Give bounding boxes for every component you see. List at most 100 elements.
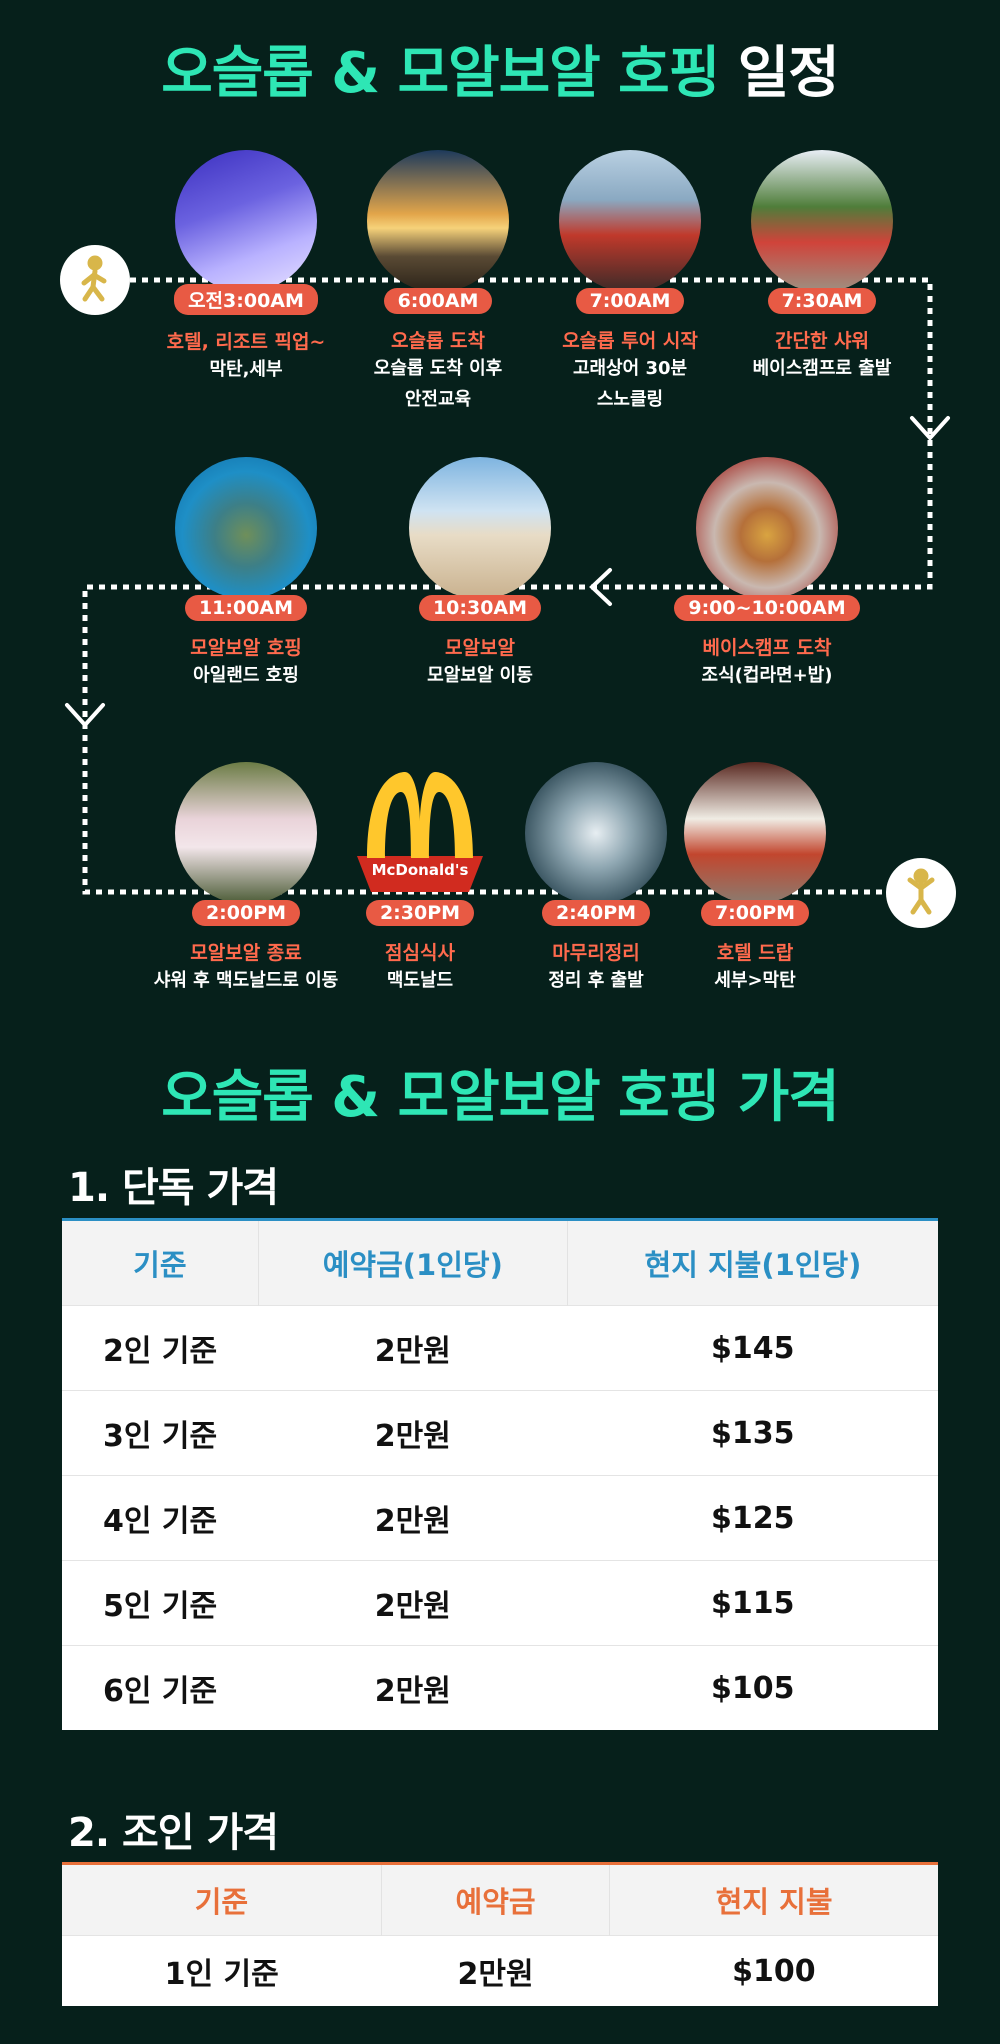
arrow-down-icon	[65, 703, 105, 728]
schedule-stop: 7:00AM 오슬롭 투어 시작 고래상어 30분 스노클링	[530, 150, 730, 415]
table-row: 1인 기준 2만원 $100	[62, 1935, 938, 2006]
time-pill: 11:00AM	[184, 595, 308, 621]
column-header: 예약금	[381, 1863, 611, 1936]
stop-title: 베이스캠프 도착	[702, 637, 832, 659]
table-cell: 1인 기준	[62, 1935, 382, 2006]
table-cell: $145	[567, 1305, 938, 1391]
sneakers-photo	[175, 762, 317, 904]
join-price-table: 기준 예약금 현지 지불 1인 기준 2만원 $100	[62, 1862, 938, 2006]
table-cell: 2인 기준	[62, 1305, 259, 1391]
schedule-stop: 7:30AM 간단한 샤워 베이스캠프로 출발	[722, 150, 922, 384]
time-pill: 2:40PM	[541, 900, 651, 926]
column-header: 현지 지불(1인당)	[567, 1219, 938, 1306]
schedule-stop: 2:40PM 마무리정리 정리 후 출발	[496, 762, 696, 996]
table-row: 4인 기준 2만원 $125	[62, 1475, 938, 1561]
stop-title: 마무리정리	[552, 942, 640, 964]
stop-title: 점심식사	[385, 942, 455, 964]
table-cell: $125	[567, 1475, 938, 1561]
stop-description: 막탄,세부	[209, 359, 283, 380]
table-cell: 5인 기준	[62, 1560, 259, 1646]
schedule-stop: 11:00AM 모알보알 호핑 아일랜드 호핑	[146, 457, 346, 691]
time-pill: 오전3:00AM	[174, 284, 318, 315]
table-cell: $135	[567, 1390, 938, 1476]
schedule-stop: McDonald's 2:30PM 점심식사 맥도날드	[320, 762, 520, 996]
column-header: 예약금(1인당)	[258, 1219, 568, 1306]
stop-description: 정리 후 출발	[548, 970, 644, 991]
table-cell: $100	[609, 1935, 938, 2006]
stop-description: 모알보알 이동	[427, 665, 533, 686]
join-price-heading: 2. 조인 가격	[68, 1810, 279, 1856]
mcdonalds-logo: McDonald's	[349, 762, 491, 904]
mcdonalds-arches-icon	[357, 772, 483, 892]
table-cell: 2만원	[258, 1645, 568, 1730]
stop-title: 호텔 드랍	[716, 942, 794, 964]
schedule-stop: 6:00AM 오슬롭 도착 오슬롭 도착 이후 안전교육	[338, 150, 538, 415]
table-row: 2인 기준 2만원 $145	[62, 1305, 938, 1391]
schedule-stop: 9:00~10:00AM 베이스캠프 도착 조식(컵라면+밥)	[667, 457, 867, 691]
time-pill: 10:30AM	[418, 595, 542, 621]
table-cell: 2만원	[258, 1475, 568, 1561]
schedule-title: 오슬롭 & 모알보알 호핑 일정	[161, 41, 840, 106]
solo-price-table: 기준 예약금(1인당) 현지 지불(1인당) 2인 기준 2만원 $145 3인…	[62, 1218, 938, 1730]
stop-title: 오슬롭 도착	[390, 330, 485, 352]
table-cell: 6인 기준	[62, 1645, 259, 1730]
time-pill: 7:00PM	[700, 900, 810, 926]
schedule-stop: 2:00PM 모알보알 종료 샤워 후 맥도날드로 이동	[146, 762, 346, 996]
table-cell: $105	[567, 1645, 938, 1730]
schedule-stop: 7:00PM 호텔 드랍 세부>막탄	[655, 762, 855, 996]
table-row: 6인 기준 2만원 $105	[62, 1645, 938, 1730]
stop-title: 모알보알	[445, 637, 515, 659]
end-point	[886, 858, 956, 928]
cheering-person-icon	[907, 868, 935, 915]
hotel-lounge-photo	[175, 150, 317, 292]
stop-title: 호텔, 리조트 픽업~	[166, 331, 326, 353]
time-pill: 2:00PM	[191, 900, 301, 926]
column-header: 현지 지불	[609, 1863, 938, 1936]
stop-description: 오슬롭 도착 이후 안전교육	[373, 358, 503, 410]
mcdonalds-logo-text: McDonald's	[371, 861, 469, 879]
sea-turtle-photo	[175, 457, 317, 599]
column-header: 기준	[62, 1219, 259, 1306]
time-pill: 9:00~10:00AM	[674, 595, 860, 621]
start-point	[60, 245, 130, 315]
breakfast-table-photo	[696, 457, 838, 599]
arrow-left-icon	[589, 568, 612, 606]
table-cell: 2만원	[258, 1390, 568, 1476]
table-cell: 2만원	[258, 1560, 568, 1646]
sunrise-beach-photo	[367, 150, 509, 292]
table-row: 3인 기준 2만원 $135	[62, 1390, 938, 1476]
basecamp-group-photo	[751, 150, 893, 292]
table-header-row: 기준 예약금(1인당) 현지 지불(1인당)	[62, 1219, 938, 1306]
stop-title: 간단한 샤워	[774, 330, 869, 352]
time-pill: 7:00AM	[575, 288, 685, 314]
schedule-stop: 10:30AM 모알보알 모알보알 이동	[380, 457, 580, 691]
stop-description: 맥도날드	[386, 970, 454, 991]
stop-title: 모알보알 호핑	[190, 637, 302, 659]
table-cell: 2만원	[381, 1935, 610, 2006]
time-pill: 6:00AM	[383, 288, 493, 314]
time-pill: 2:30PM	[365, 900, 475, 926]
table-row: 5인 기준 2만원 $115	[62, 1560, 938, 1646]
time-pill: 7:30AM	[767, 288, 877, 314]
price-title: 오슬롭 & 모알보알 호핑 가격	[161, 1065, 840, 1130]
stop-description: 샤워 후 맥도날드로 이동	[153, 970, 339, 991]
walking-person-icon	[81, 255, 107, 302]
stop-description: 고래상어 30분 스노클링	[572, 358, 688, 410]
stop-title: 오슬롭 투어 시작	[562, 330, 698, 352]
table-cell: $115	[567, 1560, 938, 1646]
turtle-on-beach-photo	[409, 457, 551, 599]
table-cell: 3인 기준	[62, 1390, 259, 1476]
solo-price-heading: 1. 단독 가격	[68, 1165, 279, 1211]
snorkel-group-photo	[559, 150, 701, 292]
schedule-stop: 오전3:00AM 호텔, 리조트 픽업~ 막탄,세부	[146, 150, 346, 385]
stop-description: 베이스캠프로 출발	[752, 358, 892, 379]
table-cell: 2만원	[258, 1305, 568, 1391]
table-header-row: 기준 예약금 현지 지불	[62, 1863, 938, 1936]
stop-description: 세부>막탄	[714, 970, 796, 991]
table-cell: 4인 기준	[62, 1475, 259, 1561]
stop-title: 모알보알 종료	[190, 942, 302, 964]
waterfall-dive-photo	[525, 762, 667, 904]
arrow-down-icon	[910, 416, 950, 441]
stop-description: 조식(컵라면+밥)	[701, 665, 833, 686]
column-header: 기준	[62, 1863, 382, 1936]
